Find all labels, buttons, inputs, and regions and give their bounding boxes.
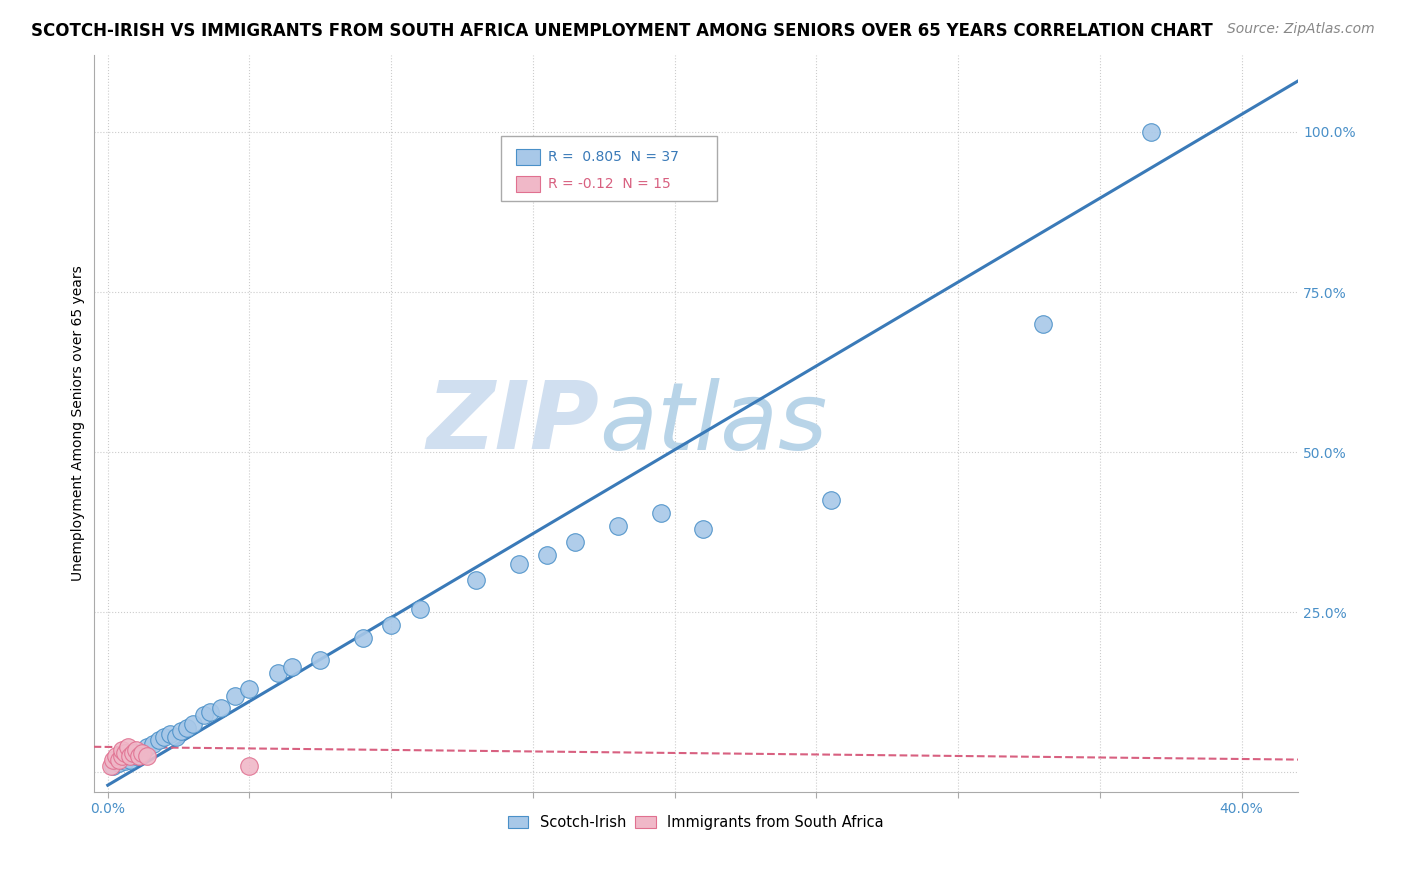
Point [650, 506, 672, 520]
Point [114, 754, 136, 768]
Point [465, 574, 488, 588]
Y-axis label: Unemployment Among Seniors over 65 years: Unemployment Among Seniors over 65 years [72, 266, 86, 582]
Point [111, 743, 134, 757]
Point [198, 705, 221, 719]
Point [176, 721, 198, 735]
Point [125, 746, 148, 760]
Point [193, 707, 215, 722]
Point [111, 749, 134, 764]
Point [131, 746, 153, 760]
Point [148, 733, 170, 747]
Point [692, 522, 714, 536]
Point [1140, 125, 1163, 139]
Point [380, 618, 402, 632]
Point [122, 746, 145, 760]
Point [159, 727, 181, 741]
Point [120, 753, 142, 767]
Point [120, 749, 142, 764]
Point [165, 730, 187, 744]
Point [238, 759, 260, 773]
Point [267, 666, 290, 681]
Point [536, 548, 558, 562]
Point [128, 749, 150, 764]
Point [408, 602, 430, 616]
Point [125, 743, 148, 757]
Point [170, 723, 193, 738]
Point [238, 682, 260, 697]
Text: R = -0.12  N = 15: R = -0.12 N = 15 [548, 177, 671, 191]
Point [136, 749, 159, 764]
Point [100, 759, 122, 773]
Point [564, 534, 586, 549]
Text: Source: ZipAtlas.com: Source: ZipAtlas.com [1227, 22, 1375, 37]
Point [142, 737, 165, 751]
Point [281, 659, 304, 673]
Legend: Scotch-Irish, Immigrants from South Africa: Scotch-Irish, Immigrants from South Afri… [502, 809, 890, 836]
Point [125, 749, 148, 764]
Point [117, 739, 139, 754]
Point [181, 717, 204, 731]
Point [209, 701, 232, 715]
Point [352, 631, 374, 645]
Point [136, 739, 159, 754]
Text: ZIP: ZIP [426, 377, 599, 469]
Text: SCOTCH-IRISH VS IMMIGRANTS FROM SOUTH AFRICA UNEMPLOYMENT AMONG SENIORS OVER 65 : SCOTCH-IRISH VS IMMIGRANTS FROM SOUTH AF… [31, 22, 1213, 40]
Point [820, 493, 842, 508]
Text: R =  0.805  N = 37: R = 0.805 N = 37 [548, 150, 679, 164]
Text: atlas: atlas [599, 378, 828, 469]
Point [131, 746, 153, 760]
Point [508, 558, 530, 572]
Point [105, 749, 128, 764]
Point [607, 519, 630, 533]
Point [108, 756, 131, 770]
Point [1032, 317, 1054, 331]
Point [153, 730, 176, 744]
Point [108, 753, 131, 767]
Point [114, 746, 136, 760]
Point [309, 653, 332, 667]
Point [224, 689, 246, 703]
Point [103, 753, 125, 767]
Point [103, 759, 125, 773]
